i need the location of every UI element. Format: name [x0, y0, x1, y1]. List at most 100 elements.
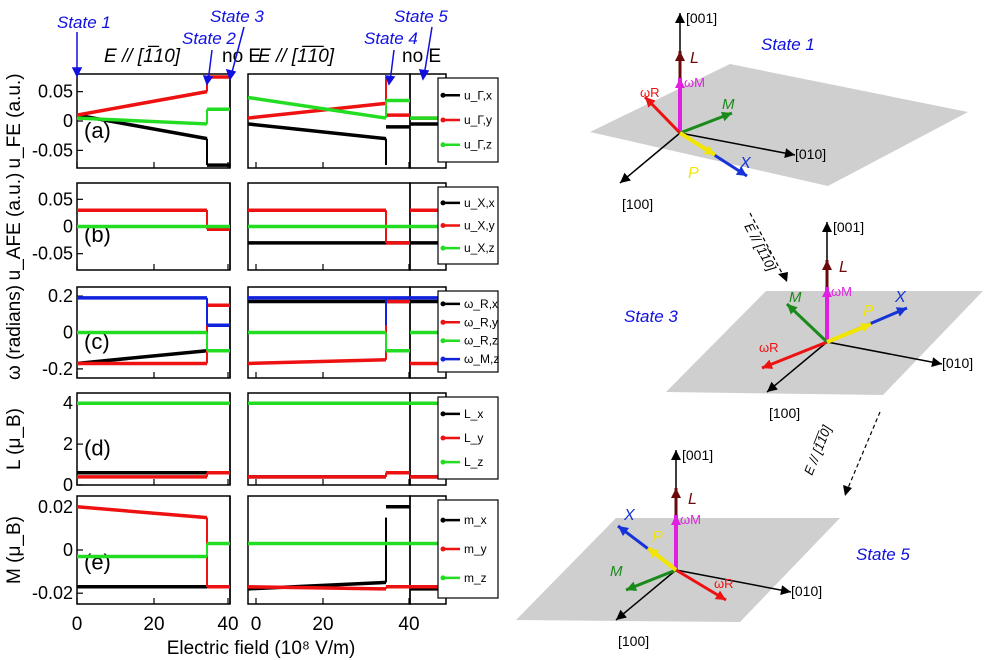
state3-pointer: [230, 26, 245, 77]
axis-010-arrow-head: [780, 585, 791, 596]
axis-100-label: [100]: [769, 405, 800, 421]
vector-X-head: [618, 526, 629, 537]
vector-label-L: L: [690, 50, 699, 67]
plots-area: 0.050-0.05u_FE (a.u.) (a)u_Γ,xu_Γ,yu_Γ,z0…: [4, 73, 499, 605]
y-axis-label: u_AFE (a.u.): [4, 173, 25, 281]
legend-entry: ω_M,z: [464, 352, 499, 366]
series-line-my: [76, 505, 208, 520]
state5-pointer: [423, 26, 433, 77]
y-tick-label: 0.2: [48, 286, 73, 306]
axis-100-label: [100]: [618, 633, 649, 649]
axis-010-label: [010]: [795, 146, 826, 162]
vector-label-omegaR: ωR: [759, 340, 779, 355]
y-tick-label: 0: [63, 475, 73, 495]
vector-omegaM-head: [822, 287, 832, 297]
vector-omegaR-head: [645, 97, 656, 108]
vector-label-M: M: [722, 96, 735, 113]
legend-entry: u_Γ,x: [464, 88, 492, 102]
vector-label-X: X: [894, 289, 907, 306]
panel-label: (d): [84, 436, 111, 461]
axis-001-arrow-head: [671, 450, 681, 460]
vector-label-M: M: [610, 563, 623, 580]
efield-label-2: E // [1̅1̅0]: [258, 46, 335, 67]
state4-label: State 4: [364, 29, 418, 48]
top-state-labels: State 1 State 2 State 3 State 4 State 5 …: [57, 7, 448, 86]
legend-marker: [440, 301, 446, 307]
panel-1: 0.050-0.05u_AFE (a.u.) (b)u_X,xu_X,yu_X,z: [4, 173, 499, 281]
vector-label-X: X: [623, 507, 636, 524]
series-line-ux: [247, 122, 387, 141]
legend-entry: ω_R,z: [464, 334, 498, 348]
series-line-uz: [247, 95, 387, 120]
axis-100-arrow-head: [620, 172, 631, 183]
legend-marker: [440, 546, 446, 552]
legend-marker: [440, 200, 446, 206]
legend-marker: [440, 92, 446, 98]
y-tick-label: 0: [63, 217, 73, 237]
vector-label-X: X: [739, 155, 752, 172]
transition-label-2: E // [1̅1̅0]: [801, 423, 835, 477]
state5-label: State 5: [394, 7, 448, 26]
y-tick-label: 0: [63, 540, 73, 560]
vector-M-head: [787, 304, 798, 315]
axis-001-label: [001]: [833, 219, 864, 235]
axis-001-label: [001]: [682, 447, 713, 463]
axis-010-label: [010]: [942, 355, 973, 371]
panel-label: (e): [84, 549, 111, 574]
axis-010-label: [010]: [791, 583, 822, 599]
transition-arrow-2: [847, 411, 881, 489]
legend-1: u_X,x u_X,y u_X,z: [437, 186, 499, 265]
vector-omegaR-head: [762, 359, 774, 369]
panel-frame: [247, 392, 411, 486]
legend-entry: ω_R,y: [464, 315, 498, 329]
axis-010-arrow-head: [784, 148, 795, 159]
legend-marker: [440, 245, 446, 251]
axis-100-arrow-head: [616, 609, 627, 620]
legend-entry: u_X,x: [464, 196, 495, 210]
y-axis-label: ω (radians): [4, 285, 25, 380]
axis-100-arrow: [766, 341, 828, 393]
axis-100-label: [100]: [622, 196, 653, 212]
axis-001-arrow-head: [675, 13, 685, 23]
diagram-state5-label: State 5: [856, 545, 910, 564]
state-diagrams: [001][010][100]LωMωRMXP[001][010][100]Lω…: [516, 10, 983, 649]
vector-label-omegaR: ωR: [714, 576, 734, 591]
vector-label-L: L: [839, 259, 848, 276]
series-line-uz: [76, 116, 208, 126]
diagram-state3-label: State 3: [624, 307, 678, 326]
vector-L-head: [675, 51, 685, 61]
legend-entry: L_x: [464, 407, 483, 421]
legend-entry: L_z: [464, 455, 483, 469]
y-tick-label: -0.2: [42, 359, 73, 379]
y-tick-label: 2: [63, 434, 73, 454]
panel-4: 0.02 0 -0.02 M (μ_B) (e) m_x m_y m_z: [4, 495, 499, 605]
axis-100-arrow: [619, 132, 681, 184]
x-tick-20: 20: [143, 614, 164, 635]
state3-label: State 3: [210, 7, 264, 26]
vector-label-omegaM: ωM: [831, 284, 852, 299]
series-line-uy: [247, 101, 387, 120]
axis-010-arrow: [675, 569, 792, 593]
y-tick-label: 0.05: [38, 189, 73, 209]
x-tick-40: 40: [217, 614, 238, 635]
vector-omegaM-head: [675, 78, 685, 88]
x-tick-0: 0: [72, 614, 83, 635]
legend-marker: [440, 117, 446, 123]
x-tick-40b: 40: [398, 614, 419, 635]
axis-010-arrow-head: [931, 357, 942, 368]
legend-0: u_Γ,x u_Γ,y u_Γ,z: [437, 77, 499, 163]
legend-entry: u_Γ,y: [464, 113, 492, 127]
vector-label-omegaR: ωR: [640, 85, 660, 100]
plane: [590, 64, 968, 186]
legend-entry: u_X,y: [464, 219, 495, 233]
y-tick-label: -0.02: [32, 583, 73, 603]
vector-P-head: [648, 548, 659, 559]
legend-marker: [440, 356, 446, 362]
axis-100-arrow-head: [767, 381, 778, 392]
state2-arrowhead: [202, 75, 214, 86]
y-tick-label: 0.05: [38, 82, 73, 102]
axis-001-label: [001]: [686, 10, 717, 26]
y-tick-label: 0.02: [38, 497, 73, 517]
y-tick-label: -0.05: [32, 244, 73, 264]
